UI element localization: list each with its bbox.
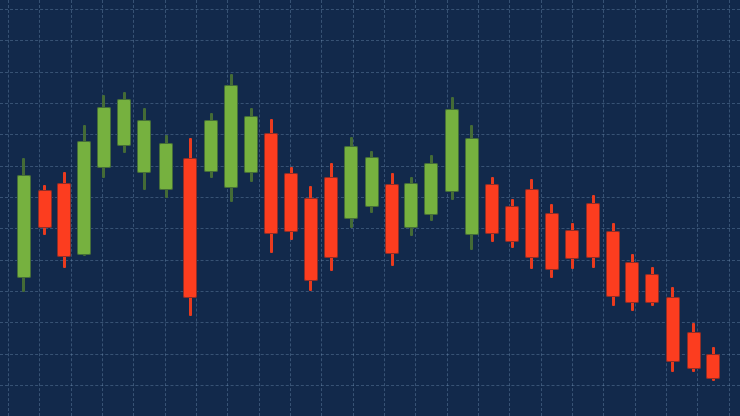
grid-hline [0, 40, 740, 42]
grid-vline [665, 0, 667, 416]
candle-body [625, 262, 639, 303]
grid-vline [227, 0, 229, 416]
candle-body [117, 99, 131, 146]
candle-body [485, 184, 499, 234]
grid-hline [0, 322, 740, 324]
candle-body [344, 146, 358, 219]
grid-vline [728, 0, 730, 416]
grid-vline [8, 0, 9, 416]
candle-body [137, 120, 151, 173]
grid-hline [0, 71, 740, 73]
candle-body [565, 230, 579, 259]
grid-hline [0, 9, 740, 10]
grid-vline [133, 0, 135, 416]
grid-vline [540, 0, 542, 416]
grid-vline [603, 0, 605, 416]
candle-body [96, 107, 111, 168]
candle-body [665, 297, 680, 362]
candle-body [77, 141, 91, 255]
grid-hline [0, 134, 740, 136]
grid-vline [384, 0, 385, 416]
candle-body [57, 183, 71, 257]
candle-body [645, 274, 659, 303]
grid-vline [697, 0, 699, 416]
candle-body [303, 198, 318, 281]
candle-body [586, 203, 600, 258]
candle-body [445, 109, 459, 192]
candle-body [706, 354, 720, 379]
candle-body [16, 175, 31, 278]
grid-vline [164, 0, 166, 416]
candle-body [544, 213, 559, 270]
grid-vline [102, 0, 103, 416]
grid-hline [0, 291, 740, 292]
grid-vline [446, 0, 448, 416]
candle-body [204, 120, 218, 172]
grid-vline [258, 0, 260, 416]
candle-body [606, 231, 620, 297]
grid-vline [571, 0, 573, 416]
candle-body [464, 138, 479, 235]
candle-body [424, 163, 438, 215]
candle-body [224, 85, 238, 188]
candle-body [505, 206, 519, 242]
grid-hline [0, 228, 740, 230]
candle-body [159, 143, 173, 190]
grid-hline [0, 385, 740, 386]
grid-hline [0, 259, 740, 261]
candle-body [183, 158, 197, 298]
candle-body [284, 173, 298, 232]
candle-body [404, 183, 418, 228]
candle-body [264, 133, 278, 234]
grid-vline [634, 0, 636, 416]
candle-body [686, 332, 701, 369]
candle-body [524, 189, 539, 258]
candle-body [385, 184, 399, 254]
candle-body [364, 157, 379, 207]
grid-hline [0, 103, 740, 104]
candle-body [37, 190, 52, 228]
grid-hline [0, 353, 740, 355]
grid-vline [321, 0, 323, 416]
candle-body [244, 116, 258, 173]
grid-vline [70, 0, 72, 416]
candle-body [324, 177, 338, 258]
